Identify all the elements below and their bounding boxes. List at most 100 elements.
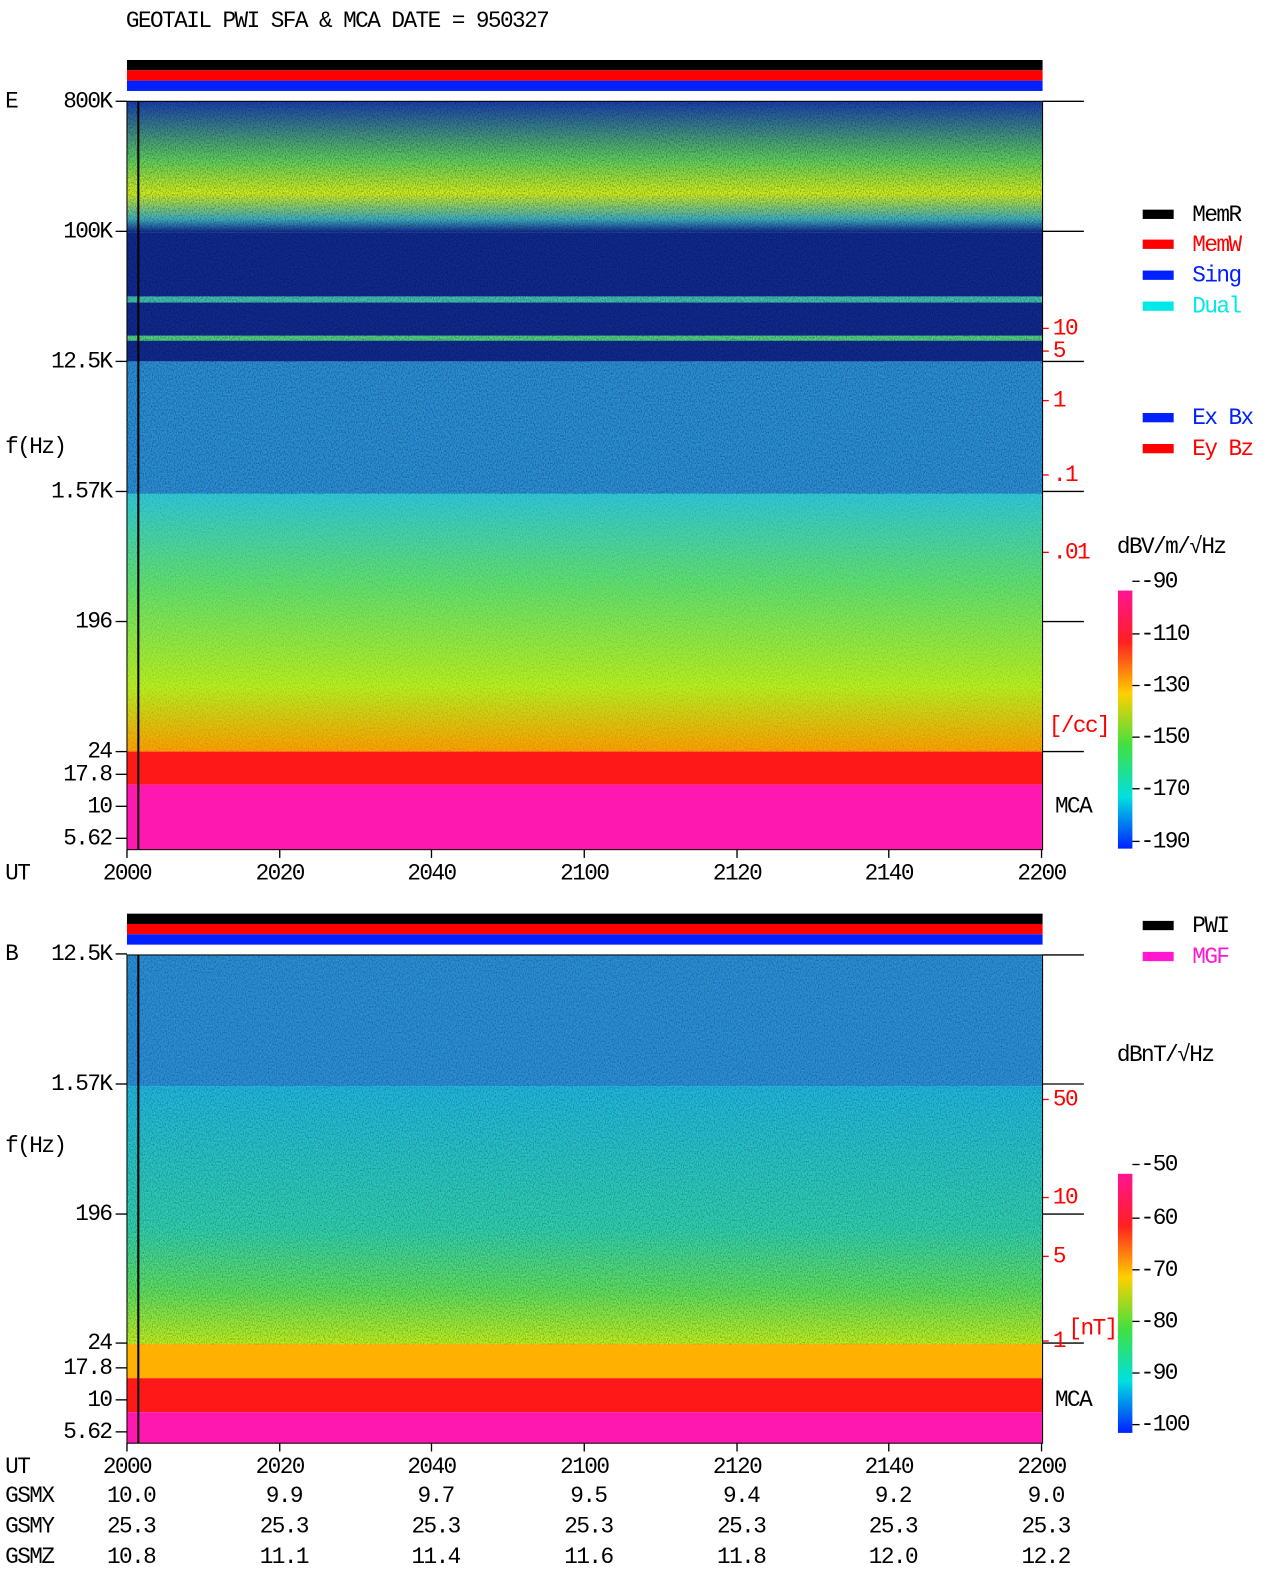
y-tick-label: 1.57K xyxy=(51,1071,113,1097)
legend-label: Dual xyxy=(1192,294,1241,320)
y-tick-label: 24 xyxy=(87,739,112,765)
orbit-value: 25.3 xyxy=(107,1513,156,1539)
y-tick-label: 10 xyxy=(87,793,112,819)
panel-label: B xyxy=(5,941,18,967)
x-tick-label: 2000 xyxy=(103,1454,152,1480)
density-label: 5 xyxy=(1053,1243,1066,1269)
x-tick-label: 2020 xyxy=(256,860,305,886)
legend-label: PWI xyxy=(1192,913,1228,939)
density-label: 10 xyxy=(1053,315,1078,341)
orbit-name: GSMZ xyxy=(5,1544,54,1570)
colorbar-e xyxy=(1117,590,1133,849)
colorbar-label: -90 xyxy=(1141,1360,1178,1386)
orbit-value: 12.2 xyxy=(1022,1544,1071,1570)
x-label: UT xyxy=(5,860,30,886)
y-tick-label: 24 xyxy=(87,1330,112,1356)
legend-swatch xyxy=(1142,413,1174,423)
colorbar-label: -70 xyxy=(1141,1257,1178,1283)
orbit-value: 11.8 xyxy=(717,1544,766,1570)
orbit-value: 11.6 xyxy=(564,1544,613,1570)
density-unit: [nT] xyxy=(1068,1316,1116,1342)
x-tick-label: 2040 xyxy=(407,1454,456,1480)
orbit-value: 9.4 xyxy=(723,1483,760,1509)
legend-swatch xyxy=(1142,209,1174,219)
legend-label: Ex Bx xyxy=(1192,405,1253,431)
density-label: 1 xyxy=(1053,1328,1066,1354)
y-tick-label: 5.62 xyxy=(63,1419,112,1445)
density-label: 10 xyxy=(1053,1185,1078,1211)
x-tick-label: 2200 xyxy=(1017,860,1066,886)
legend-swatch xyxy=(1142,951,1174,962)
density-unit: [/cc] xyxy=(1049,713,1109,739)
y-label: f(Hz) xyxy=(5,1133,65,1159)
x-tick-label: 2120 xyxy=(713,1454,762,1480)
y-tick-label: 17.8 xyxy=(63,761,112,787)
orbit-value: 10.8 xyxy=(107,1544,156,1570)
y-tick-label: 10 xyxy=(87,1387,112,1413)
x-tick-label: 2000 xyxy=(103,860,152,886)
orbit-value: 9.7 xyxy=(418,1483,454,1509)
panel-b-spectrogram xyxy=(126,954,1043,1444)
x-tick-label: 2100 xyxy=(560,860,609,886)
legend-swatch xyxy=(1142,239,1174,249)
x-tick-label: 2200 xyxy=(1017,1454,1066,1480)
legend-label: MemR xyxy=(1192,202,1242,228)
legend-swatch xyxy=(1142,920,1174,931)
x-tick-label: 2140 xyxy=(865,860,914,886)
orbit-value: 9.5 xyxy=(570,1483,607,1509)
y-tick-label: 12.5K xyxy=(51,941,113,967)
colorbar-b xyxy=(1117,1173,1133,1433)
density-label: .1 xyxy=(1053,462,1078,488)
mca-label: MCA xyxy=(1055,793,1093,819)
mca-label: MCA xyxy=(1055,1387,1093,1413)
orbit-value: 9.0 xyxy=(1028,1483,1065,1509)
x-tick-label: 2120 xyxy=(713,860,762,886)
x-tick-label: 2020 xyxy=(256,1454,305,1480)
colorbar-label: -170 xyxy=(1141,776,1190,802)
y-tick-label: 196 xyxy=(75,1201,112,1227)
legend-label: Ey Bz xyxy=(1192,436,1252,462)
panel-label: E xyxy=(5,88,18,114)
y-tick-label: 196 xyxy=(75,609,112,635)
x-label: UT xyxy=(5,1454,30,1480)
legend-swatch xyxy=(1142,301,1174,311)
status-bars xyxy=(126,59,1043,945)
orbit-name: GSMY xyxy=(5,1513,55,1539)
colorbar-unit: dBV/m/√Hz xyxy=(1117,534,1226,560)
orbit-value: 11.4 xyxy=(411,1544,460,1570)
orbit-value: 25.3 xyxy=(260,1513,309,1539)
orbit-name: GSMX xyxy=(5,1483,55,1509)
colorbar-label: -150 xyxy=(1141,724,1190,750)
panel-e-spectrogram xyxy=(126,101,1043,850)
colorbar-unit: dBnT/√Hz xyxy=(1117,1042,1214,1068)
orbit-value: 25.3 xyxy=(1022,1513,1071,1539)
legend-label: MGF xyxy=(1192,944,1229,970)
legend-swatch xyxy=(1142,443,1174,454)
orbit-value: 9.9 xyxy=(266,1483,303,1509)
density-label: 1 xyxy=(1053,388,1066,414)
colorbar-label: -80 xyxy=(1141,1308,1178,1334)
y-tick-label: 5.62 xyxy=(63,825,112,851)
colorbar-label: -130 xyxy=(1141,673,1190,699)
y-tick-label: 17.8 xyxy=(63,1355,112,1381)
y-tick-label: 12.5K xyxy=(51,348,113,374)
plot-frame xyxy=(126,954,1044,1444)
legend-label: Sing xyxy=(1192,263,1240,289)
x-tick-label: 2140 xyxy=(865,1454,914,1480)
colorbar-label: -110 xyxy=(1141,621,1190,647)
orbit-value: 9.2 xyxy=(875,1483,912,1509)
orbit-value: 10.0 xyxy=(107,1483,156,1509)
y-tick-label: 1.57K xyxy=(51,478,113,504)
y-tick-label: 800K xyxy=(63,88,113,114)
y-label: f(Hz) xyxy=(5,434,65,460)
x-tick-label: 2040 xyxy=(407,860,456,886)
orbit-value: 12.0 xyxy=(869,1544,918,1570)
orbit-value: 25.3 xyxy=(411,1513,460,1539)
colorbar-label: -50 xyxy=(1141,1152,1178,1178)
colorbar-label: -90 xyxy=(1141,568,1178,594)
legend-label: MemW xyxy=(1192,232,1242,258)
orbit-value: 25.3 xyxy=(564,1513,613,1539)
colorbar-label: -60 xyxy=(1141,1205,1178,1231)
density-label: .01 xyxy=(1053,539,1090,565)
